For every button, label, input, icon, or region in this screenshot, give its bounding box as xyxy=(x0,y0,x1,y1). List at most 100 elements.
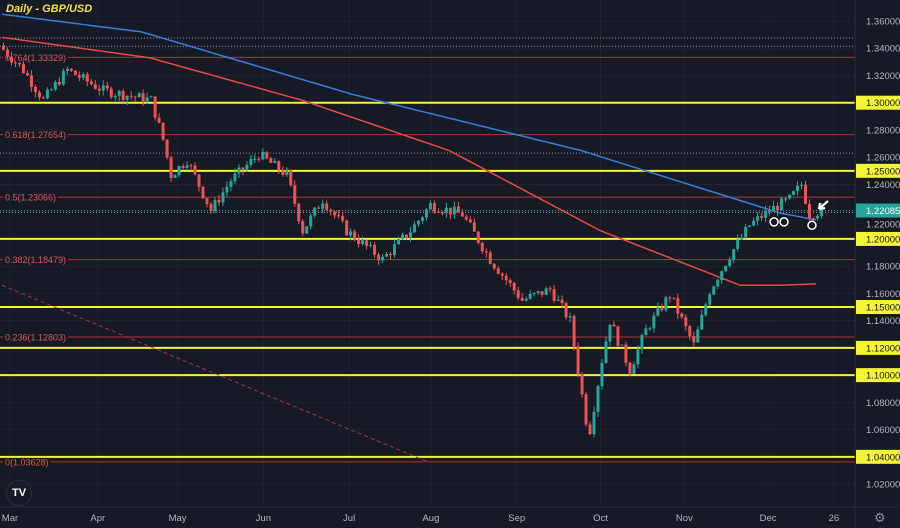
candle xyxy=(776,205,780,211)
candle xyxy=(408,232,412,238)
candle xyxy=(85,74,89,82)
candle xyxy=(668,297,672,299)
level-price-tag xyxy=(856,368,900,383)
fib-level-label: 0(1.03628) xyxy=(5,457,49,467)
candle xyxy=(456,206,460,213)
candle xyxy=(173,175,177,178)
candle xyxy=(628,362,632,374)
candle xyxy=(688,326,692,337)
time-tick-label: 26 xyxy=(829,513,840,524)
tradingview-logo[interactable]: TV xyxy=(6,480,32,506)
candle xyxy=(652,315,656,329)
candle xyxy=(680,313,684,318)
candle xyxy=(644,328,648,336)
candle xyxy=(213,199,217,211)
candle xyxy=(720,271,724,281)
candle xyxy=(297,203,301,222)
fib-label-bg xyxy=(3,457,51,468)
marker-circle xyxy=(807,220,817,231)
candle xyxy=(209,204,213,211)
price-tick-label: 1.32000 xyxy=(866,71,900,82)
candle xyxy=(17,62,21,65)
candle xyxy=(169,157,173,178)
candle xyxy=(197,174,201,187)
candle xyxy=(21,64,25,73)
time-tick-label: Jun xyxy=(256,513,271,524)
candle xyxy=(349,231,353,236)
candle xyxy=(221,192,225,203)
candle xyxy=(157,117,161,123)
candle xyxy=(149,96,153,98)
candle xyxy=(468,219,472,223)
candle xyxy=(724,265,728,272)
candle xyxy=(65,68,69,71)
level-price-label: 1.15000 xyxy=(866,303,900,314)
candle xyxy=(125,95,129,100)
candle xyxy=(249,159,253,165)
candle xyxy=(385,254,389,257)
candle xyxy=(257,158,261,160)
price-tick-label: 1.06000 xyxy=(866,425,900,436)
time-tick-label: Nov xyxy=(676,513,693,524)
candle xyxy=(245,164,249,170)
candle xyxy=(325,203,329,210)
price-tick-label: 1.16000 xyxy=(866,289,900,300)
settings-gear-icon[interactable]: ⚙ xyxy=(874,510,886,525)
price-tick-label: 1.14000 xyxy=(866,316,900,327)
candle xyxy=(373,244,377,255)
candle xyxy=(448,207,452,215)
fib-level-label: 0.382(1.18479) xyxy=(5,255,66,265)
candle xyxy=(293,185,297,204)
candle xyxy=(472,222,476,232)
time-tick-label: Sep xyxy=(508,513,525,524)
candle xyxy=(424,209,428,218)
candle xyxy=(397,239,401,245)
candle xyxy=(37,92,41,98)
candle xyxy=(592,411,596,435)
candle xyxy=(273,161,277,163)
candle xyxy=(728,259,732,266)
candle xyxy=(393,244,397,256)
candle xyxy=(624,344,628,363)
candle xyxy=(261,152,265,160)
price-tick-label: 1.36000 xyxy=(866,17,900,28)
fib-level-label: 0.764(1.33329) xyxy=(5,53,66,63)
candle xyxy=(153,96,157,118)
level-price-tag xyxy=(856,95,900,110)
candle xyxy=(161,122,165,140)
last-price-tag xyxy=(856,203,900,218)
candle xyxy=(740,237,744,240)
candle xyxy=(484,251,488,253)
candle xyxy=(301,221,305,234)
time-tick-label: Mar xyxy=(2,513,18,524)
price-tick-label: 1.26000 xyxy=(866,153,900,164)
candle xyxy=(452,206,456,215)
candle xyxy=(712,286,716,295)
price-tick-label: 1.08000 xyxy=(866,398,900,409)
candle xyxy=(580,373,584,395)
candle xyxy=(113,95,117,98)
candle xyxy=(807,203,811,219)
level-price-label: 1.04000 xyxy=(866,452,900,463)
candle xyxy=(760,216,764,218)
candle xyxy=(788,194,792,199)
candle xyxy=(33,86,37,93)
level-price-tag xyxy=(856,300,900,315)
candle xyxy=(819,206,823,216)
price-tick-label: 1.18000 xyxy=(866,262,900,273)
candle xyxy=(241,167,245,170)
candle xyxy=(516,290,520,298)
candle xyxy=(133,96,137,98)
candle xyxy=(764,210,768,218)
candle xyxy=(588,424,592,435)
candle xyxy=(401,234,404,240)
candle xyxy=(101,85,105,91)
candle xyxy=(165,139,169,158)
candle xyxy=(660,307,664,311)
candle xyxy=(784,198,788,200)
candle xyxy=(768,210,772,212)
candle xyxy=(676,298,680,314)
candle xyxy=(700,314,704,330)
candle xyxy=(811,218,815,220)
